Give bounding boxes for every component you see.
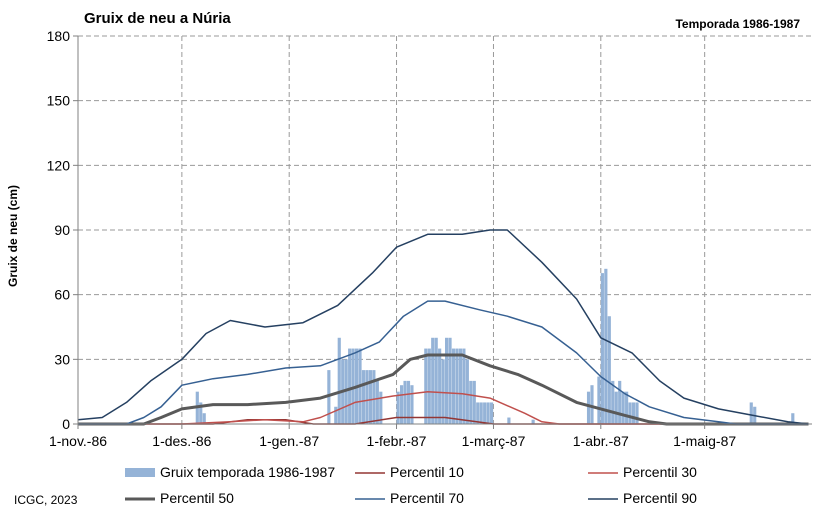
snow-depth-bar (607, 316, 611, 424)
snow-depth-bar (399, 385, 404, 424)
snow-depth-bar (424, 348, 428, 424)
grid-lines (78, 35, 812, 424)
y-tick-label: 180 (47, 28, 71, 44)
snow-depth-bar (618, 380, 622, 424)
legend-label: Gruix temporada 1986-1987 (160, 464, 335, 480)
x-tick-label: 1-nov.-86 (49, 433, 107, 449)
snow-depth-bar (628, 402, 632, 424)
legend: Gruix temporada 1986-1987 Percentil 10 Per… (125, 464, 697, 506)
snow-depth-bar (462, 348, 466, 424)
snow-depth-bar (611, 380, 615, 424)
x-tick-label: 1-març-87 (462, 433, 526, 449)
snow-depth-bar (410, 385, 414, 424)
x-tick-label: 1-abr.-87 (573, 433, 629, 449)
y-axis-label: Gruix de neu (cm) (6, 185, 20, 287)
y-tick-label: 150 (47, 93, 71, 109)
y-tick-label: 120 (47, 157, 71, 173)
y-tick-label: 30 (54, 351, 70, 367)
chart-title: Gruix de neu a Núria (84, 10, 231, 27)
snow-depth-bar (375, 380, 379, 424)
snow-depth-bar (483, 402, 487, 424)
snow-depth-bar (604, 268, 608, 424)
snow-depth-bar (600, 273, 604, 424)
snow-depth-bar (458, 348, 463, 424)
legend-label: Percentil 30 (623, 464, 697, 480)
snow-depth-bar (472, 380, 476, 424)
y-tick-label: 0 (62, 416, 70, 432)
percentile-line (77, 229, 809, 425)
snow-depth-bar (469, 380, 473, 424)
legend-swatch-bar (125, 468, 155, 477)
snow-depth-bar (199, 402, 203, 424)
snow-depth-bar (635, 402, 639, 424)
snow-depth-bar (486, 402, 490, 424)
snow-depth-bar (396, 391, 400, 424)
snow-depth-bar (361, 370, 366, 424)
x-tick-labels: 1-nov.-86 1-des.-86 1-gen.-87 1-febr.-87 1-m… (49, 433, 736, 449)
chart-subtitle: Temporada 1986-1987 (675, 17, 800, 31)
x-tick-label: 1-febr.-87 (367, 433, 427, 449)
snow-depth-bar (434, 337, 438, 424)
snow-depth-bar (365, 370, 369, 424)
snow-depth-bar (631, 402, 636, 424)
snow-depth-bar (479, 402, 483, 424)
legend-label: Percentil 50 (160, 490, 234, 506)
legend-label: Percentil 10 (390, 464, 464, 480)
x-tick-label: 1-des.-86 (152, 433, 211, 449)
legend-label: Percentil 70 (390, 490, 464, 506)
percentile-line (78, 300, 809, 425)
snow-depth-bar (590, 385, 594, 424)
snow-depth-bar (451, 348, 456, 424)
snow-depth-bar (507, 417, 511, 424)
snow-depth-bar (427, 348, 431, 424)
snow-depth-bar (351, 348, 355, 424)
percentile-line (78, 390, 809, 425)
snow-depth-bar (379, 391, 383, 424)
snow-depth-bar (791, 413, 795, 424)
snow-depth-bar (368, 370, 372, 424)
snow-depth-bar (465, 359, 469, 424)
snow-depth-bar (202, 413, 206, 424)
snow-depth-bar (445, 337, 449, 424)
snow-depth-bar (448, 337, 452, 424)
source-label: ICGC, 2023 (14, 493, 78, 507)
snow-depth-bar (586, 391, 591, 424)
axes (73, 35, 812, 429)
snow-depth-bar (476, 402, 480, 424)
snow-depth-bar (597, 376, 601, 424)
snow-depth-bar (406, 380, 411, 424)
legend-label: Percentil 90 (623, 490, 697, 506)
snow-depth-bar (441, 359, 445, 424)
snow-depth-bar (403, 380, 407, 424)
snow-depth-bar (337, 337, 341, 424)
x-tick-label: 1-maig-87 (673, 433, 736, 449)
snow-depth-bar (625, 391, 629, 424)
y-tick-label: 90 (54, 222, 70, 238)
snow-depth-bar (438, 348, 442, 424)
snow-depth-bar (327, 370, 331, 424)
snow-depth-bar (749, 402, 753, 424)
snow-depth-bar (372, 370, 376, 424)
snow-depth-bar (614, 391, 618, 424)
percentile-line (78, 353, 809, 426)
x-tick-label: 1-gen.-87 (259, 433, 319, 449)
snow-depth-bar (531, 419, 535, 424)
snow-depth-bar (334, 406, 338, 424)
snow-depth-bar (455, 348, 459, 424)
snow-depth-bar (621, 391, 625, 424)
snow-depth-bar (431, 337, 435, 424)
y-tick-label: 60 (54, 287, 70, 303)
snow-depth-bar (490, 402, 494, 424)
snow-depth-bar (348, 348, 352, 424)
y-tick-labels: 0 30 60 90 120 150 180 (47, 28, 71, 432)
